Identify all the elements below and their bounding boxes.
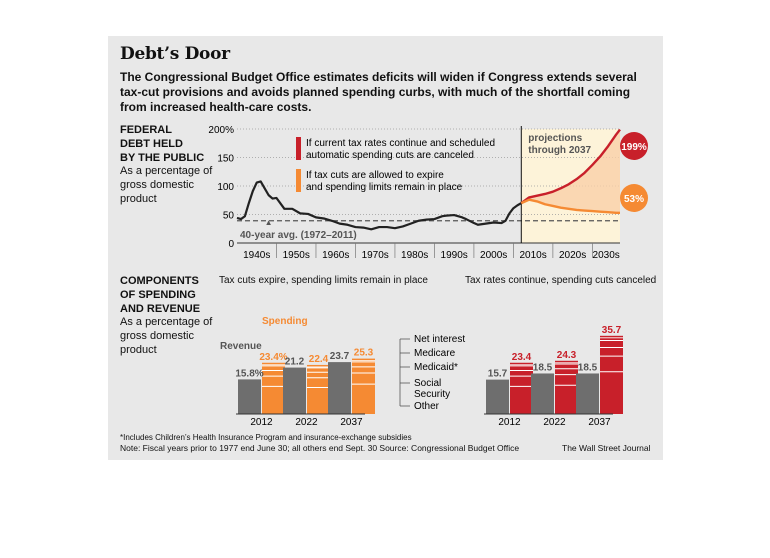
- x-tick-label: 2030s: [593, 250, 620, 261]
- bar-category-label: 2012: [250, 417, 273, 428]
- component-legend-label: Net interest: [414, 334, 465, 345]
- bar-category-label: 2022: [543, 417, 566, 428]
- bar-category-label: 2037: [588, 417, 611, 428]
- x-tick-label: 2000s: [480, 250, 507, 261]
- series-line: [520, 198, 620, 214]
- x-tick-label: 1990s: [441, 250, 468, 261]
- legend-entry: If tax cuts are allowed to expire and spe…: [306, 170, 463, 193]
- projection-label: projections through 2037: [528, 133, 591, 156]
- component-legend-label: Medicaid*: [414, 362, 458, 373]
- footnote: *Includes Children’s Health Insurance Pr…: [120, 433, 412, 442]
- spending-value-label: 23.4%: [259, 352, 287, 363]
- y-tick-label: 200%: [208, 125, 234, 136]
- revenue-bar: [283, 367, 306, 414]
- x-tick-label: 1970s: [362, 250, 389, 261]
- end-label-bubble: [620, 132, 648, 160]
- debt-section-subtitle: As a percentage of gross domestic produc…: [120, 165, 213, 205]
- x-tick-label: 1980s: [401, 250, 428, 261]
- end-label-bubble: [620, 184, 648, 212]
- revenue-bar: [486, 379, 509, 414]
- y-tick-label: 100: [217, 182, 234, 193]
- x-tick-label: 1940s: [243, 250, 270, 261]
- spending-series-label: Spending: [262, 316, 308, 327]
- revenue-bar: [238, 379, 261, 414]
- left-bar-panel-title: Tax cuts expire, spending limits remain …: [219, 275, 428, 286]
- y-tick-label: 0: [228, 239, 234, 250]
- components-section-subtitle: As a percentage of gross domestic produc…: [120, 316, 213, 356]
- revenue-bar: [531, 373, 554, 414]
- revenue-value-label: 15.8%: [235, 368, 263, 379]
- revenue-value-label: 21.2: [285, 357, 305, 368]
- spending-bar: [555, 360, 578, 414]
- average-label: 40-year avg. (1972–2011): [240, 230, 357, 241]
- bar-category-label: 2037: [340, 417, 363, 428]
- bar-category-label: 2012: [498, 417, 521, 428]
- credit: The Wall Street Journal: [562, 443, 651, 453]
- x-tick-label: 1950s: [283, 250, 310, 261]
- component-legend-label: Medicare: [414, 348, 456, 359]
- projection-range-band: [521, 129, 620, 213]
- revenue-value-label: 15.7: [488, 369, 508, 380]
- spending-value-label: 23.4: [512, 352, 532, 363]
- spending-value-label: 35.7: [602, 325, 622, 336]
- spending-bar: [600, 335, 623, 414]
- component-legend-label: Social Security: [414, 378, 450, 400]
- legend-swatch: [296, 137, 301, 160]
- series-line: [520, 128, 621, 205]
- legend-entry: If current tax rates continue and schedu…: [306, 138, 495, 161]
- bar-category-label: 2022: [295, 417, 318, 428]
- x-tick-label: 1960s: [322, 250, 349, 261]
- y-tick-label: 150: [217, 154, 234, 165]
- graphic-title: Debt’s Door: [120, 44, 230, 64]
- revenue-value-label: 18.5: [533, 362, 553, 373]
- y-tick-label: 50: [223, 211, 235, 222]
- legend-swatch: [296, 169, 301, 192]
- spending-value-label: 25.3: [354, 348, 374, 359]
- spending-bar: [262, 362, 285, 414]
- series-line: [236, 180, 522, 231]
- debt-section-title: FEDERAL DEBT HELD BY THE PUBLIC: [120, 124, 205, 164]
- revenue-value-label: 23.7: [330, 351, 350, 362]
- right-bar-panel-title: Tax rates continue, spending cuts cancel…: [465, 275, 657, 286]
- revenue-series-label: Revenue: [220, 341, 262, 352]
- revenue-bar: [328, 362, 351, 414]
- x-tick-label: 2020s: [559, 250, 586, 261]
- average-marker: ▲: [265, 218, 273, 227]
- revenue-bar: [576, 373, 599, 414]
- components-section-title: COMPONENTS OF SPENDING AND REVENUE: [120, 275, 201, 315]
- x-tick-label: 2010s: [520, 250, 547, 261]
- spending-value-label: 22.4: [309, 354, 329, 365]
- source-note: Note: Fiscal years prior to 1977 end Jun…: [120, 443, 520, 453]
- component-legend-label: Other: [414, 401, 440, 412]
- graphic-description: The Congressional Budget Office estimate…: [120, 70, 637, 114]
- spending-value-label: 24.3: [557, 350, 577, 361]
- revenue-value-label: 18.5: [578, 362, 598, 373]
- spending-bar: [510, 362, 533, 414]
- spending-bar: [352, 358, 375, 414]
- end-label: 53%: [624, 194, 644, 205]
- end-label: 199%: [621, 142, 647, 153]
